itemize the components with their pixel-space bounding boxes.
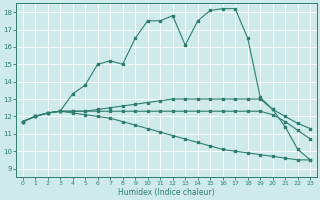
X-axis label: Humidex (Indice chaleur): Humidex (Indice chaleur) [118,188,215,197]
